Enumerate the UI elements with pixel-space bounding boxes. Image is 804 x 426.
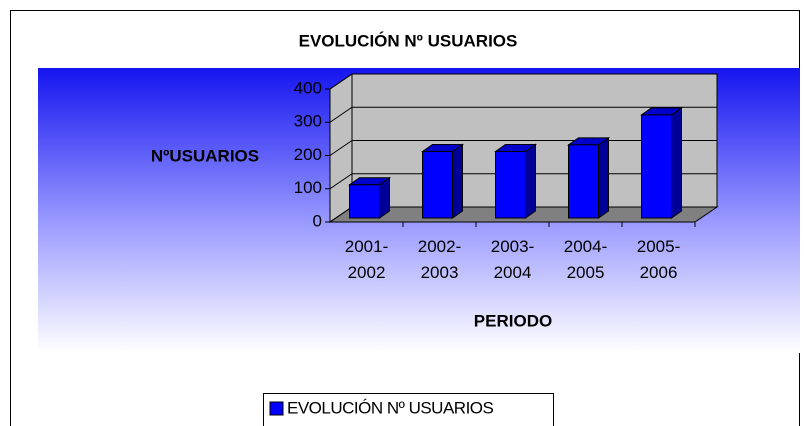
bar [422,151,453,219]
grid-line [329,106,353,123]
bar-side [452,143,463,219]
x-tick-label: 2001-2002 [344,237,389,282]
x-tick-label: 2003-2004 [490,237,535,282]
grid-line [329,173,353,190]
x-tick-label: 2002-2003 [417,237,462,282]
y-tick-label: 0 [313,211,322,230]
bar-side [598,136,609,219]
y-tick-label: 100 [294,178,322,197]
legend-swatch [269,401,284,416]
y-tick-label: 400 [294,78,322,97]
x-tick-label: 2005-2006 [636,237,681,282]
y-axis-label: NºUSUARIOS [151,146,259,165]
grid-line [329,73,353,90]
x-axis-label: PERIODO [474,311,552,330]
bar [349,184,380,219]
y-tick-label: 200 [294,145,322,164]
bar [495,151,526,219]
chart-title: EVOLUCIÓN Nº USUARIOS [299,31,518,50]
bar-side [671,106,682,219]
bar [641,114,672,219]
bar-side [525,143,536,219]
legend-label: EVOLUCIÓN Nº USUARIOS [287,398,494,417]
x-tick-label: 2004-2005 [563,237,608,282]
legend [263,393,554,426]
grid-line [329,206,353,223]
y-tick-label: 300 [294,112,322,131]
bar [568,144,599,219]
grid-line [329,140,353,156]
